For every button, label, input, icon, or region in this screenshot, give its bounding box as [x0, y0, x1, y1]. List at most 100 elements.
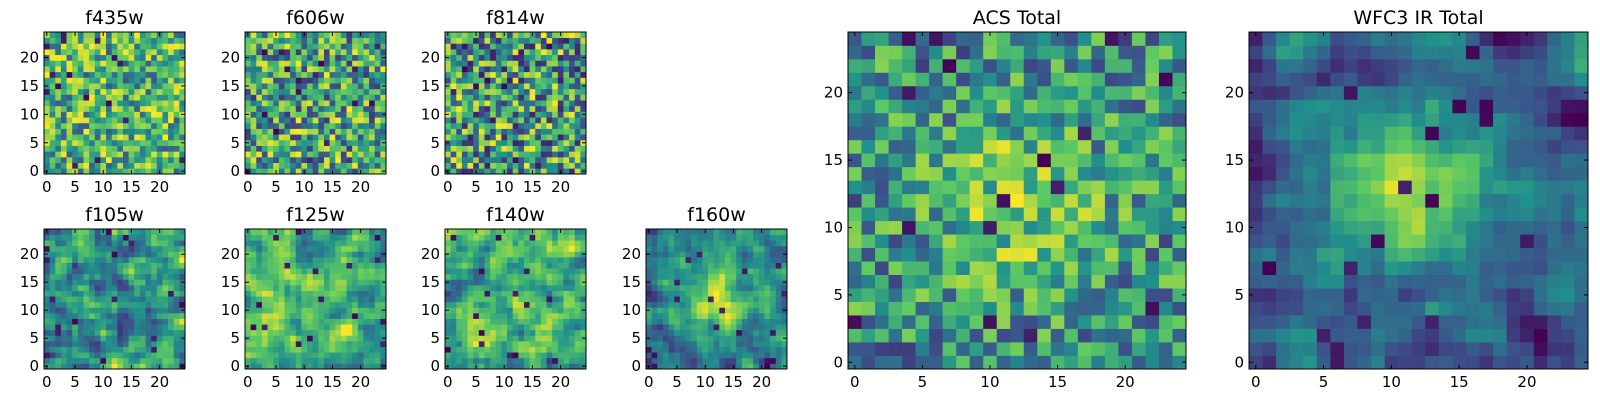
heatmap-cell	[668, 257, 675, 263]
heatmap-cell	[702, 341, 709, 347]
heatmap-cell	[60, 324, 67, 331]
heatmap-cell	[122, 32, 129, 39]
heatmap-cell	[173, 111, 180, 118]
heatmap-cell	[450, 346, 457, 353]
heatmap-cell	[100, 66, 107, 73]
heatmap-cell	[915, 288, 930, 302]
heatmap-cell	[83, 357, 90, 364]
heatmap-cell	[535, 357, 542, 364]
heatmap-cell	[162, 285, 169, 291]
heatmap-cell	[245, 318, 251, 325]
heatmap-cell	[736, 285, 743, 291]
heatmap-cell	[574, 111, 581, 118]
heatmap-cell	[461, 162, 468, 169]
heatmap-cell	[523, 245, 530, 252]
heatmap-cell	[535, 262, 542, 269]
heatmap-cell	[535, 128, 542, 135]
heatmap-cell	[501, 128, 508, 135]
heatmap-cell	[256, 279, 263, 286]
heatmap-cell	[574, 251, 581, 258]
heatmap-cell	[256, 77, 263, 84]
heatmap-cell	[284, 128, 291, 135]
heatmap-cell	[956, 220, 971, 235]
heatmap-cell	[753, 290, 760, 297]
heatmap-cell	[151, 168, 158, 175]
heatmap-cell	[250, 341, 257, 347]
heatmap-cell	[445, 60, 451, 67]
heatmap-cell	[100, 134, 107, 141]
heatmap-cell	[478, 257, 485, 263]
heatmap-cell	[518, 357, 525, 364]
heatmap-cell	[1118, 355, 1133, 370]
heatmap-cell	[691, 234, 698, 241]
heatmap-cell	[501, 324, 508, 331]
heatmap-cell	[145, 329, 152, 336]
y-tick-label: 15	[20, 273, 39, 291]
heatmap-cell	[357, 329, 364, 336]
heatmap-cell	[674, 240, 681, 247]
heatmap-cell	[329, 318, 336, 325]
heatmap-cell	[168, 346, 175, 353]
heatmap-cell	[256, 83, 263, 90]
heatmap-cell	[484, 234, 491, 241]
heatmap-cell	[66, 313, 73, 319]
heatmap-cell	[969, 315, 984, 329]
heatmap-cell	[685, 229, 692, 235]
heatmap-cell	[363, 285, 370, 291]
heatmap-cell	[307, 329, 314, 336]
heatmap-cell	[956, 301, 971, 316]
heatmap-cell	[569, 273, 576, 280]
heatmap-cell	[478, 71, 485, 78]
heatmap-cell	[162, 296, 169, 303]
heatmap-cell	[284, 139, 291, 146]
heatmap-cell	[546, 335, 553, 342]
heatmap-cell	[273, 37, 280, 44]
heatmap-cell	[535, 83, 542, 90]
heatmap-cell	[49, 88, 56, 95]
heatmap-cell	[552, 363, 559, 370]
heatmap-cell	[312, 94, 319, 101]
heatmap-cell	[83, 346, 90, 353]
heatmap-cell	[702, 262, 709, 269]
heatmap-cell	[1050, 220, 1065, 235]
heatmap-cell	[278, 262, 285, 269]
heatmap-cell	[335, 71, 342, 78]
heatmap-cell	[580, 352, 587, 359]
heatmap-cell	[574, 335, 581, 342]
heatmap-cell	[357, 234, 364, 241]
heatmap-cell	[473, 100, 480, 107]
heatmap-cell	[261, 245, 268, 252]
heatmap-cell	[552, 151, 559, 158]
heatmap-cell	[284, 273, 291, 280]
heatmap-cell	[168, 88, 175, 95]
heatmap-cell	[569, 37, 576, 44]
heatmap-cell	[179, 268, 186, 275]
heatmap-cell	[747, 329, 754, 336]
heatmap-cell	[484, 66, 491, 73]
heatmap-cell	[696, 245, 703, 252]
heatmap-cell	[374, 346, 381, 353]
heatmap-cell	[685, 357, 692, 364]
heatmap-cell	[352, 71, 359, 78]
heatmap-cell	[346, 139, 353, 146]
heatmap-cell	[1064, 207, 1079, 222]
heatmap-cell	[340, 77, 347, 84]
heatmap-cell	[335, 257, 342, 263]
heatmap-cell	[145, 43, 152, 50]
heatmap-cell	[363, 49, 370, 56]
heatmap-cell	[929, 166, 943, 181]
heatmap-cell	[369, 257, 376, 263]
heatmap-cell	[736, 273, 743, 280]
heatmap-cell	[685, 329, 692, 336]
heatmap-cell	[134, 168, 141, 175]
heatmap-cell	[273, 71, 280, 78]
heatmap-cell	[307, 145, 314, 152]
heatmap-cell	[563, 105, 570, 112]
heatmap-cell	[156, 100, 163, 107]
heatmap-cell	[111, 145, 118, 152]
heatmap-cell	[60, 257, 67, 263]
heatmap-cell	[557, 54, 564, 61]
heatmap-cell	[523, 111, 530, 118]
heatmap-cell	[312, 37, 319, 44]
heatmap-cell	[495, 145, 502, 152]
